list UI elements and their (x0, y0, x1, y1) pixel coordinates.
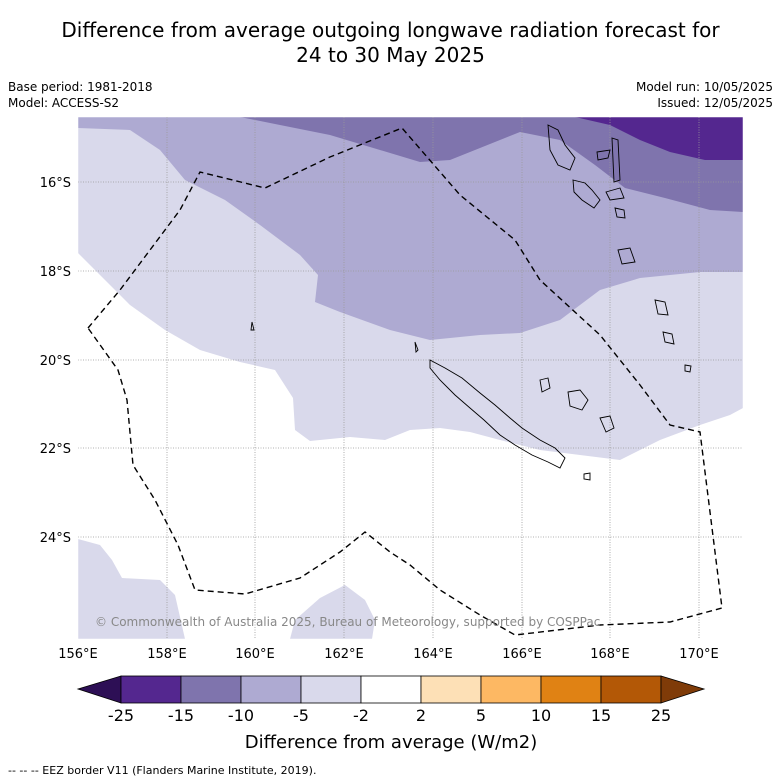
colorbar-tick: 2 (416, 706, 426, 725)
map-area: © Commonwealth of Australia 2025, Bureau… (78, 117, 743, 639)
loyalty-island-2 (567, 389, 589, 411)
colorbar-arrow-low (76, 675, 122, 704)
anomaly-patch-south (290, 585, 375, 639)
colorbar-segment (420, 675, 482, 704)
colorbar-tick: 10 (531, 706, 551, 725)
vanuatu-malakula (572, 179, 601, 209)
lon-label: 162°E (324, 647, 364, 662)
colorbar-arrow-high (660, 675, 706, 704)
footnote: -- -- -- EEZ border V11 (Flanders Marine… (8, 764, 316, 777)
small-island-east (684, 364, 692, 373)
model-run: Model run: 10/05/2025 (635, 80, 773, 94)
copyright-notice: © Commonwealth of Australia 2025, Bureau… (95, 615, 600, 629)
colorbar-tick: 25 (651, 706, 671, 725)
colorbar-tick: -10 (228, 706, 254, 725)
vanuatu-aneityum (662, 331, 675, 345)
lat-label: 24°S (40, 531, 71, 546)
meta-left: Base period: 1981-2018 Model: ACCESS-S2 (8, 79, 153, 111)
isle-of-pines (583, 472, 591, 481)
map-frame (77, 116, 744, 640)
vanuatu-erromango (617, 247, 636, 265)
colorbar-segment (180, 675, 242, 704)
colorbar-segment (240, 675, 302, 704)
longitude-labels: 156°E 158°E 160°E 162°E 164°E 166°E 168°… (58, 647, 719, 662)
colorbar-tick: -2 (353, 706, 369, 725)
vanuatu-island-4 (605, 187, 625, 201)
lon-label: 164°E (413, 647, 453, 662)
lon-label: 166°E (502, 647, 542, 662)
title-line-1: Difference from average outgoing longwav… (61, 18, 720, 42)
new-caledonia-island (429, 359, 566, 469)
colorbar-segment (540, 675, 602, 704)
map-title: Difference from average outgoing longwav… (0, 18, 781, 68)
coastlines (250, 124, 692, 481)
colorbar-segment (360, 675, 422, 704)
lon-label: 160°E (235, 647, 275, 662)
vanuatu-espiritu-santo (547, 124, 576, 171)
vanuatu-efate (614, 207, 626, 219)
colorbar-tick: -25 (108, 706, 134, 725)
loyalty-island-1 (539, 377, 551, 393)
lon-label: 158°E (147, 647, 187, 662)
title-line-2: 24 to 30 May 2025 (296, 43, 485, 67)
colorbar-tick: -5 (293, 706, 309, 725)
colorbar: -25 -15 -10 -5 -2 2 5 10 15 25 Differenc… (76, 675, 706, 753)
small-reef-1 (414, 341, 419, 353)
colorbar-tick: 15 (591, 706, 611, 725)
latitude-labels: 16°S 18°S 20°S 22°S 24°S (40, 176, 71, 546)
model-name: Model: ACCESS-S2 (8, 96, 120, 110)
colorbar-tick-labels: -25 -15 -10 -5 -2 2 5 10 15 25 (108, 706, 671, 725)
colorbar-tick: -15 (168, 706, 194, 725)
meta-right: Model run: 10/05/2025 Issued: 12/05/2025 (636, 79, 773, 111)
colorbar-segment (600, 675, 662, 704)
anomaly-patch-southwest (78, 539, 185, 639)
anomaly-region-dark (240, 117, 743, 212)
vanuatu-tanna (654, 299, 669, 316)
lat-label: 20°S (40, 354, 71, 369)
colorbar-segment (300, 675, 362, 704)
colorbar-segment (120, 675, 182, 704)
vanuatu-island-3 (611, 137, 621, 183)
lat-label: 18°S (40, 265, 71, 280)
small-reef-2 (250, 321, 255, 331)
graticule (78, 117, 743, 639)
loyalty-island-3 (599, 415, 615, 433)
lat-label: 16°S (40, 176, 71, 191)
eez-border (87, 127, 723, 636)
lon-label: 170°E (679, 647, 719, 662)
colorbar-segment (480, 675, 542, 704)
lon-label: 156°E (58, 647, 98, 662)
lon-label: 168°E (590, 647, 630, 662)
base-period: Base period: 1981-2018 (8, 80, 153, 94)
vanuatu-island-2 (596, 149, 611, 161)
anomaly-region-deepest (575, 117, 743, 160)
anomaly-region-medium (78, 117, 743, 340)
issued-date: Issued: 12/05/2025 (657, 96, 773, 110)
colorbar-label: Difference from average (W/m2) (245, 732, 537, 753)
lat-label: 22°S (40, 442, 71, 457)
colorbar-tick: 5 (476, 706, 486, 725)
